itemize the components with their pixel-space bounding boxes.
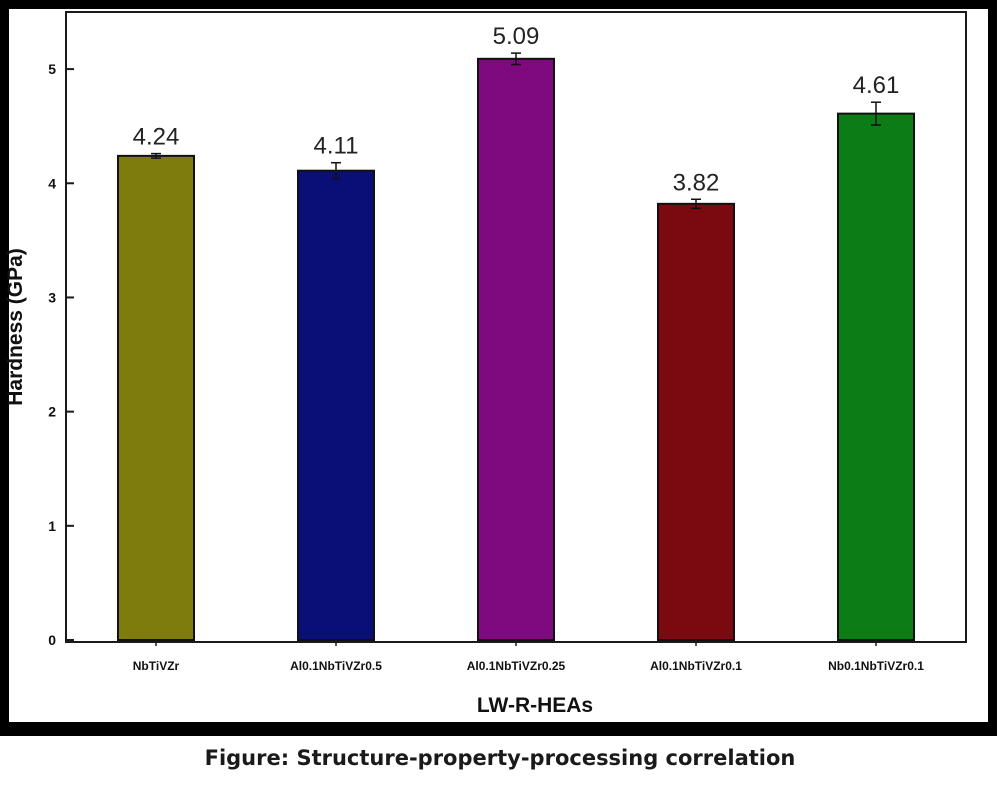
bar — [297, 169, 375, 641]
y-axis-label: Hardness (GPa) — [4, 248, 27, 406]
x-axis-label: LW-R-HEAs — [477, 694, 593, 717]
y-tick-label: 2 — [48, 404, 56, 420]
bar — [657, 202, 735, 642]
y-tick-label: 3 — [48, 289, 56, 305]
bars: 4.24 4.11 5.09 3.82 4.61 — [117, 23, 915, 642]
bar — [117, 154, 195, 642]
bar-chart: 0 1 2 3 4 5 4.24 4.11 5.09 3.82 4.61 NbTiVZr Al0.1… — [0, 0, 997, 736]
y-tick-label: 4 — [48, 175, 56, 191]
x-tick-label: Al0.1NbTiVZr0.1 — [650, 659, 742, 673]
data-label: 3.82 — [673, 169, 720, 196]
data-label: 4.61 — [853, 72, 900, 99]
y-tick-label: 1 — [48, 518, 56, 534]
y-tick-label: 0 — [48, 632, 56, 648]
data-label: 5.09 — [493, 23, 540, 50]
x-axis: NbTiVZr Al0.1NbTiVZr0.5 Al0.1NbTiVZr0.25 Al… — [133, 640, 924, 673]
x-tick-label: Al0.1NbTiVZr0.25 — [467, 659, 566, 673]
bar — [477, 57, 555, 641]
y-tick-label: 5 — [48, 61, 56, 77]
data-label: 4.11 — [314, 133, 359, 160]
y-axis: 0 1 2 3 4 5 — [48, 61, 74, 648]
x-tick-label: Nb0.1NbTiVZr0.1 — [828, 659, 924, 673]
bar — [837, 112, 915, 641]
figure-caption: Figure: Structure-property-processing co… — [204, 746, 796, 770]
figure-frame: 0 1 2 3 4 5 4.24 4.11 5.09 3.82 4.61 NbTiVZr Al0.1… — [0, 0, 997, 736]
x-tick-label: Al0.1NbTiVZr0.5 — [290, 659, 382, 673]
data-label: 4.24 — [133, 124, 180, 151]
x-tick-label: NbTiVZr — [133, 659, 180, 673]
